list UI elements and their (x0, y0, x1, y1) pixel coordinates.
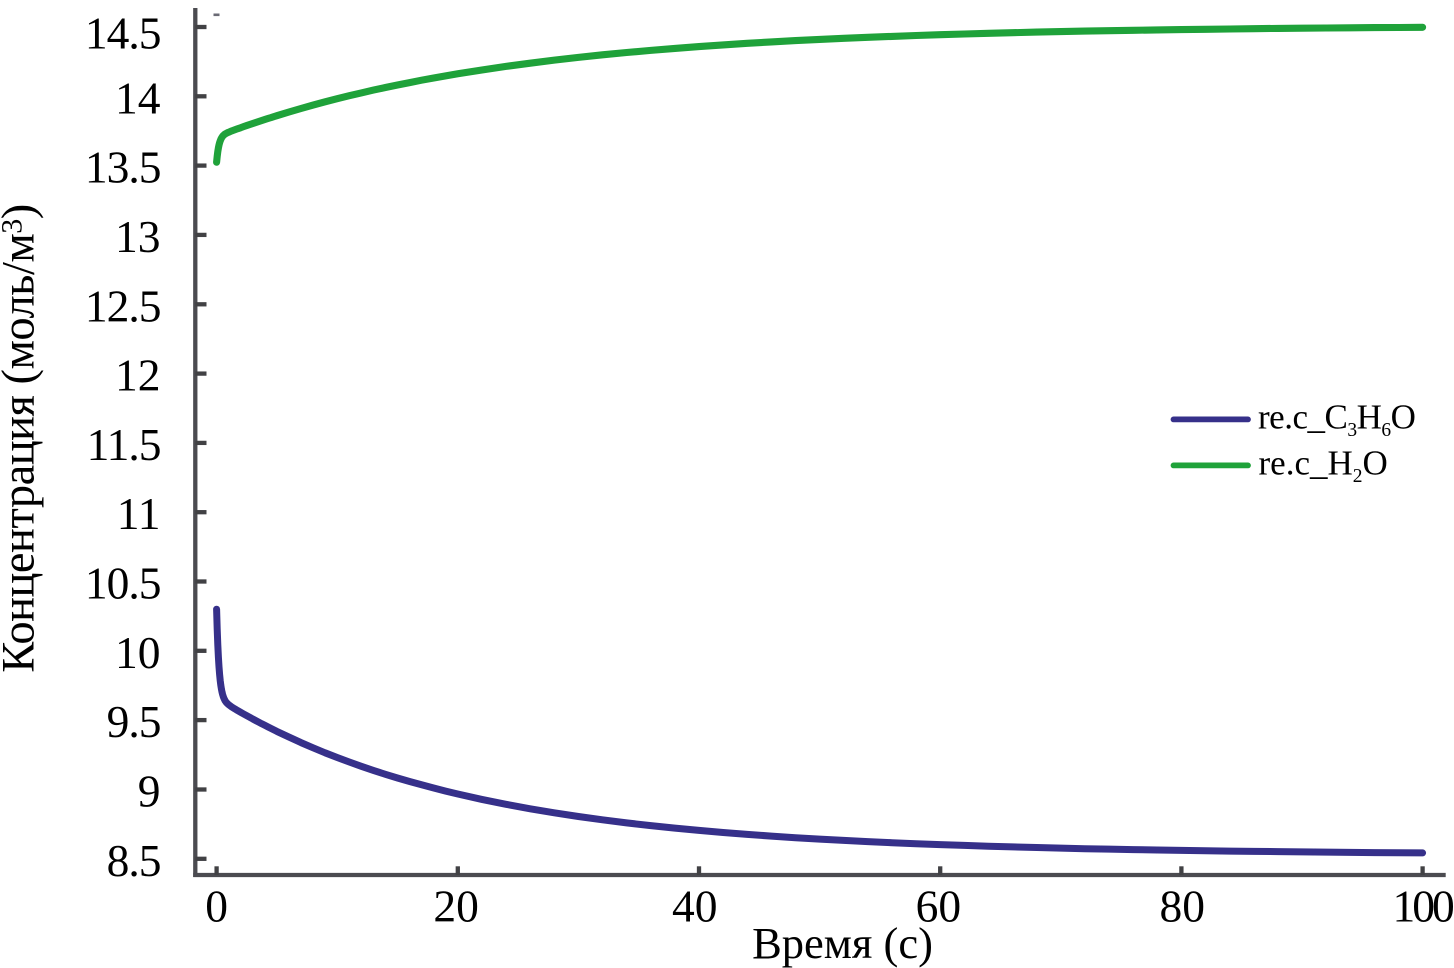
svg-text:10: 10 (115, 627, 161, 678)
svg-text:11: 11 (117, 488, 161, 539)
svg-text:14.5: 14.5 (85, 8, 161, 59)
svg-text:13: 13 (115, 211, 161, 262)
svg-text:0: 0 (205, 880, 228, 931)
svg-text:11.5: 11.5 (87, 419, 161, 470)
svg-text:100: 100 (1392, 880, 1454, 931)
svg-text:40: 40 (672, 880, 718, 931)
svg-text:80: 80 (1160, 880, 1206, 931)
svg-text:8.5: 8.5 (107, 835, 161, 886)
svg-text:12: 12 (115, 350, 161, 401)
svg-text:13.5: 13.5 (85, 142, 161, 193)
svg-text:Концентрация (моль/м3): Концентрация (моль/м3) (0, 204, 45, 673)
svg-text:12.5: 12.5 (85, 280, 161, 331)
svg-text:re.c_H2O: re.c_H2O (1259, 444, 1388, 487)
svg-text:Время (с): Время (с) (752, 918, 933, 968)
svg-text:re.c_C3H6O: re.c_C3H6O (1258, 398, 1415, 441)
svg-text:9.5: 9.5 (107, 696, 161, 747)
svg-text:9: 9 (138, 766, 161, 817)
svg-text:20: 20 (433, 880, 479, 931)
svg-text:10.5: 10.5 (85, 558, 161, 609)
svg-text:14: 14 (115, 72, 161, 123)
svg-text:60: 60 (916, 880, 962, 931)
